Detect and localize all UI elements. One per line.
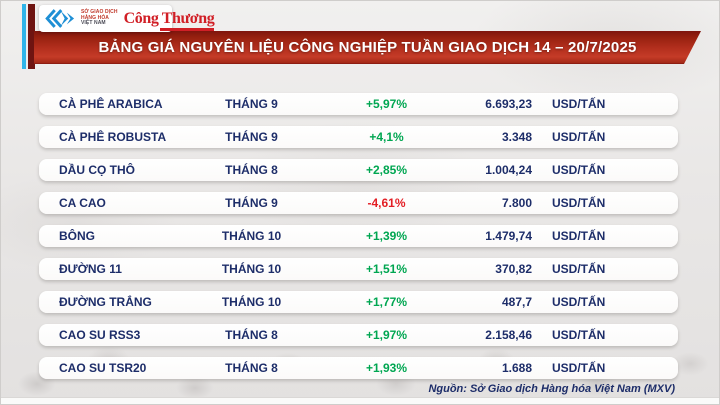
change-value: +1,93% xyxy=(365,361,408,375)
bottom-edge-strip xyxy=(1,397,719,404)
change-value: +5,97% xyxy=(365,97,408,111)
commodity-name: CA CAO xyxy=(59,196,106,210)
unit-label: USD/TẤN xyxy=(552,328,606,342)
price-value: 1.688 xyxy=(501,361,532,375)
mxv-logo-line3: VIỆT NAM xyxy=(81,20,106,27)
change-value: +1,51% xyxy=(365,262,408,276)
contract-month: THÁNG 8 xyxy=(225,361,278,375)
congthuong-logo: Công Thương xyxy=(123,9,215,31)
price-value: 2.158,46 xyxy=(485,328,532,342)
unit-label: USD/TẤN xyxy=(552,196,606,210)
table-row: DẦU CỌ THÔ THÁNG 8 +2,85% 1.004,24 USD/T… xyxy=(39,159,678,181)
unit-label: USD/TẤN xyxy=(552,361,606,375)
unit-label: USD/TẤN xyxy=(552,262,606,276)
mxv-logo-line2: HÀNG HÓA xyxy=(81,14,110,21)
contract-month: THÁNG 10 xyxy=(221,229,282,243)
commodity-name: ĐƯỜNG 11 xyxy=(59,262,122,276)
change-value: +4,1% xyxy=(369,130,404,144)
decorative-stripe-cyan xyxy=(22,4,26,69)
price-value: 6.693,23 xyxy=(485,97,532,111)
price-value: 487,7 xyxy=(501,295,532,309)
contract-month: THÁNG 8 xyxy=(225,163,278,177)
price-value: 3.348 xyxy=(501,130,532,144)
change-value: +1,97% xyxy=(365,328,408,342)
mxv-logo-line1: SỞ GIAO DỊCH xyxy=(81,9,118,16)
price-value: 1.004,24 xyxy=(485,163,532,177)
commodity-name: CAO SU TSR20 xyxy=(59,361,147,375)
mxv-logo-text: SỞ GIAO DỊCH HÀNG HÓA VIỆT NAM xyxy=(81,10,118,27)
commodity-name: CÀ PHÊ ARABICA xyxy=(59,97,163,111)
commodity-name: ĐƯỜNG TRẮNG xyxy=(59,295,152,309)
contract-month: THÁNG 8 xyxy=(225,328,278,342)
contract-month: THÁNG 10 xyxy=(221,295,282,309)
commodity-name: DẦU CỌ THÔ xyxy=(59,163,135,177)
unit-label: USD/TẤN xyxy=(552,130,606,144)
title-banner: BẢNG GIÁ NGUYÊN LIỆU CÔNG NGHIỆP TUẦN GI… xyxy=(34,31,701,64)
commodity-name: CAO SU RSS3 xyxy=(59,328,141,342)
change-value: -4,61% xyxy=(367,196,406,210)
unit-label: USD/TẤN xyxy=(552,97,606,111)
change-value: +2,85% xyxy=(365,163,408,177)
source-note: Nguồn: Sở Giao dịch Hàng hóa Việt Nam (M… xyxy=(428,383,675,395)
contract-month: THÁNG 9 xyxy=(225,130,278,144)
unit-label: USD/TẤN xyxy=(552,229,606,243)
decorative-stripe-maroon xyxy=(28,4,35,69)
contract-month: THÁNG 10 xyxy=(221,262,282,276)
commodity-name: BÔNG xyxy=(59,229,95,243)
page-title: BẢNG GIÁ NGUYÊN LIỆU CÔNG NGHIỆP TUẦN GI… xyxy=(98,39,637,56)
table-row: CAO SU TSR20 THÁNG 8 +1,93% 1.688 USD/TẤ… xyxy=(39,357,678,379)
table-row: CA CAO THÁNG 9 -4,61% 7.800 USD/TẤN xyxy=(39,192,678,214)
contract-month: THÁNG 9 xyxy=(225,196,278,210)
publisher-logo-box: SỞ GIAO DỊCH HÀNG HÓA VIỆT NAM Công Thươ… xyxy=(39,5,215,32)
table-row: CÀ PHÊ ARABICA THÁNG 9 +5,97% 6.693,23 U… xyxy=(39,93,678,115)
table-row: ĐƯỜNG TRẮNG THÁNG 10 +1,77% 487,7 USD/TẤ… xyxy=(39,291,678,313)
price-table: CÀ PHÊ ARABICA THÁNG 9 +5,97% 6.693,23 U… xyxy=(39,93,678,390)
table-row: CAO SU RSS3 THÁNG 8 +1,97% 2.158,46 USD/… xyxy=(39,324,678,346)
unit-label: USD/TẤN xyxy=(552,163,606,177)
table-row: ĐƯỜNG 11 THÁNG 10 +1,51% 370,82 USD/TẤN xyxy=(39,258,678,280)
table-row: BÔNG THÁNG 10 +1,39% 1.479,74 USD/TẤN xyxy=(39,225,678,247)
contract-month: THÁNG 9 xyxy=(225,97,278,111)
change-value: +1,77% xyxy=(365,295,408,309)
commodity-name: CÀ PHÊ ROBUSTA xyxy=(59,130,167,144)
table-row: CÀ PHÊ ROBUSTA THÁNG 9 +4,1% 3.348 USD/T… xyxy=(39,126,678,148)
mxv-logo-icon xyxy=(45,9,75,28)
price-value: 7.800 xyxy=(501,196,532,210)
change-value: +1,39% xyxy=(365,229,408,243)
price-value: 1.479,74 xyxy=(485,229,532,243)
price-value: 370,82 xyxy=(495,262,532,276)
unit-label: USD/TẤN xyxy=(552,295,606,309)
